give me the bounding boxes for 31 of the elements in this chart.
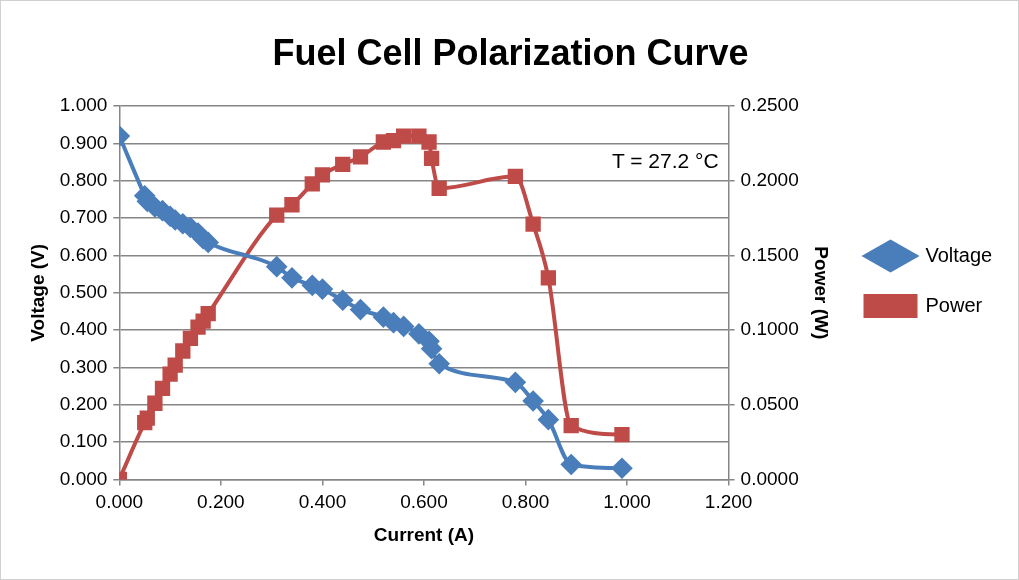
- legend-label: Voltage: [925, 243, 993, 266]
- y-tick-label: 0.500: [59, 281, 108, 303]
- y-axis-title: Voltage (V): [26, 243, 48, 342]
- y-tick-label: 0.800: [59, 169, 108, 191]
- y-tick-label: 0.200: [59, 392, 108, 414]
- y2-tick-label: 0.1000: [740, 318, 799, 340]
- y-tick-label: 0.600: [59, 243, 108, 265]
- y-tick-label: 0.300: [59, 355, 108, 377]
- y-tick-label: 0.100: [59, 430, 108, 452]
- y2-tick-label: 0.2000: [740, 169, 799, 191]
- y-tick-label: 0.900: [59, 131, 108, 153]
- x-tick-label: 0.000: [95, 491, 144, 513]
- y2-tick-label: 0.1500: [740, 243, 799, 265]
- x-tick-label: 1.200: [704, 491, 753, 513]
- y-tick-label: 0.000: [59, 467, 108, 489]
- x-tick-label: 1.000: [603, 491, 651, 513]
- y-tick-label: 0.700: [59, 206, 108, 228]
- x-tick-label: 0.400: [298, 491, 347, 513]
- annotation: T = 27.2 °C: [611, 149, 719, 172]
- legend-label: Power: [925, 293, 983, 316]
- y2-tick-label: 0.0000: [740, 467, 799, 489]
- x-tick-label: 0.200: [197, 491, 245, 513]
- y-tick-label: 1.000: [59, 94, 108, 116]
- y2-axis-title: Power (W): [810, 246, 832, 340]
- x-tick-label: 0.600: [400, 491, 448, 513]
- chart-title: Fuel Cell Polarization Curve: [272, 31, 749, 73]
- x-tick-label: 0.800: [501, 491, 550, 513]
- y-tick-label: 0.400: [59, 318, 108, 340]
- x-axis-title: Current (A): [373, 523, 475, 545]
- y2-tick-label: 0.2500: [740, 94, 799, 116]
- y2-tick-label: 0.0500: [740, 392, 799, 414]
